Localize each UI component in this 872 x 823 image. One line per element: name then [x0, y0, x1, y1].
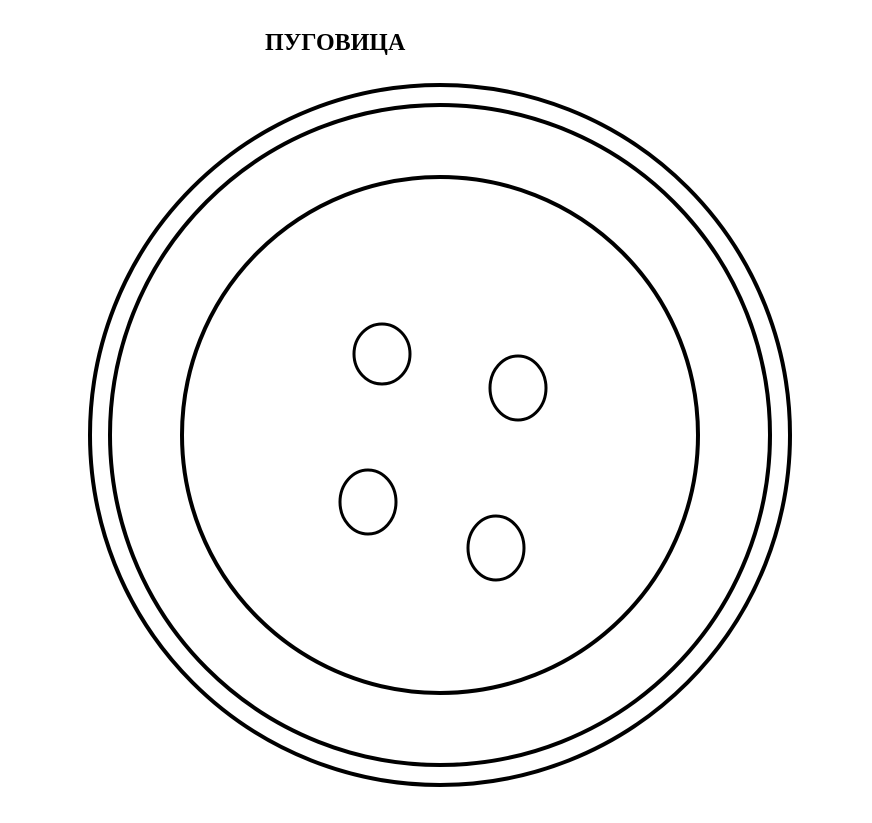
- hole-top-right: [490, 356, 546, 420]
- outer-rim-inner: [110, 105, 770, 765]
- outer-rim-outer: [90, 85, 790, 785]
- hole-bottom-left: [340, 470, 396, 534]
- hole-bottom-right: [468, 516, 524, 580]
- hole-top-left: [354, 324, 410, 384]
- button-diagram: [0, 0, 872, 823]
- inner-ring: [182, 177, 698, 693]
